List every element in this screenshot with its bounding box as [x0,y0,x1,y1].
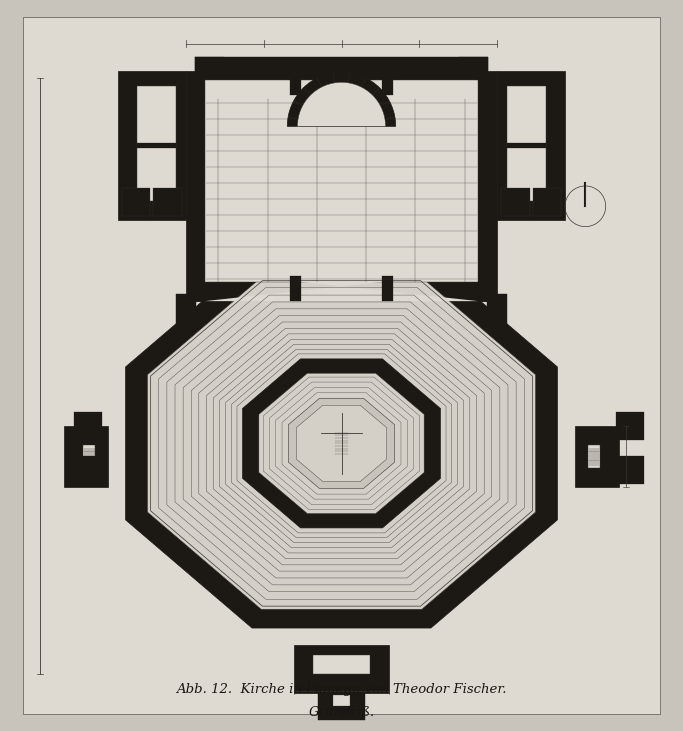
Bar [313,655,370,674]
Bar [333,695,350,706]
Bar [507,143,546,148]
Bar [318,693,365,710]
Polygon shape [288,398,395,488]
Bar [616,412,644,440]
Bar [122,188,150,216]
Bar [64,426,108,488]
Polygon shape [126,259,557,628]
Polygon shape [205,278,478,301]
Bar [487,295,507,328]
Bar [74,412,102,440]
Bar [176,295,196,328]
Text: Grundriß.: Grundriß. [309,706,374,719]
Bar [154,188,182,216]
Bar [318,710,365,720]
Bar [195,57,223,75]
Bar [137,86,176,201]
Wedge shape [288,72,395,126]
Bar [74,455,102,484]
Polygon shape [242,359,441,528]
Bar [460,57,488,75]
Bar [137,143,176,148]
Bar [382,276,393,301]
Text: Abb. 12.  Kirche in Planegg von Theodor Fischer.: Abb. 12. Kirche in Planegg von Theodor F… [176,683,507,696]
Bar [507,86,546,201]
Polygon shape [259,374,424,513]
Polygon shape [296,405,387,482]
Bar [186,71,497,301]
Bar [294,645,389,693]
Bar [83,445,95,469]
Bar [497,71,565,220]
Bar [290,71,301,96]
Bar [290,276,301,301]
Bar [195,57,488,75]
Bar [533,188,561,216]
Bar [205,80,478,282]
Bar [616,455,644,484]
Bar [118,71,186,220]
Wedge shape [298,83,385,126]
Bar [588,445,600,469]
Polygon shape [148,278,535,609]
Bar [382,71,393,96]
Polygon shape [186,259,497,301]
Bar [501,188,529,216]
Bar [575,426,619,488]
